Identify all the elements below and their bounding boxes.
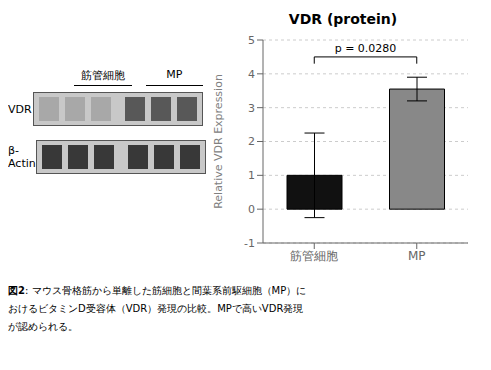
svg-text:-1: -1 xyxy=(244,237,255,250)
svg-text:1: 1 xyxy=(248,169,255,182)
html-text:おけるビタミンD受容体（VDR）発現の比較。MPで高いVDR: おけるビタミンD受容体（VDR）発現の比較。MPで高いVDR発現 xyxy=(8,303,304,314)
html-text:VDR: VDR xyxy=(8,102,32,116)
html-text:筋管細胞: 筋管細胞 xyxy=(80,69,125,82)
svg-text:筋管細胞: 筋管細胞 xyxy=(290,249,338,263)
html-text:VDR (protein): VDR (protein) xyxy=(288,11,398,27)
svg-text:Relative VDR Expression: Relative VDR Expression xyxy=(212,74,225,209)
html-text:が認められる。: が認められる。 xyxy=(8,321,78,332)
html-text:MP: MP xyxy=(166,68,183,81)
svg-text:0: 0 xyxy=(248,203,255,216)
svg-text:2: 2 xyxy=(248,135,255,148)
svg-text:5: 5 xyxy=(248,34,255,47)
svg-text:3: 3 xyxy=(248,102,255,115)
svg-text:MP: MP xyxy=(408,249,426,263)
html-text:β-Actin: β-Actin xyxy=(8,144,36,170)
svg-text:4: 4 xyxy=(248,68,255,81)
html-text:図2: マウス骨格筋から単離した筋細胞と間葉系前駆細胞（MP: 図2: マウス骨格筋から単離した筋細胞と間葉系前駆細胞（MP）に xyxy=(8,285,307,296)
svg-text:p = 0.0280: p = 0.0280 xyxy=(335,42,397,55)
